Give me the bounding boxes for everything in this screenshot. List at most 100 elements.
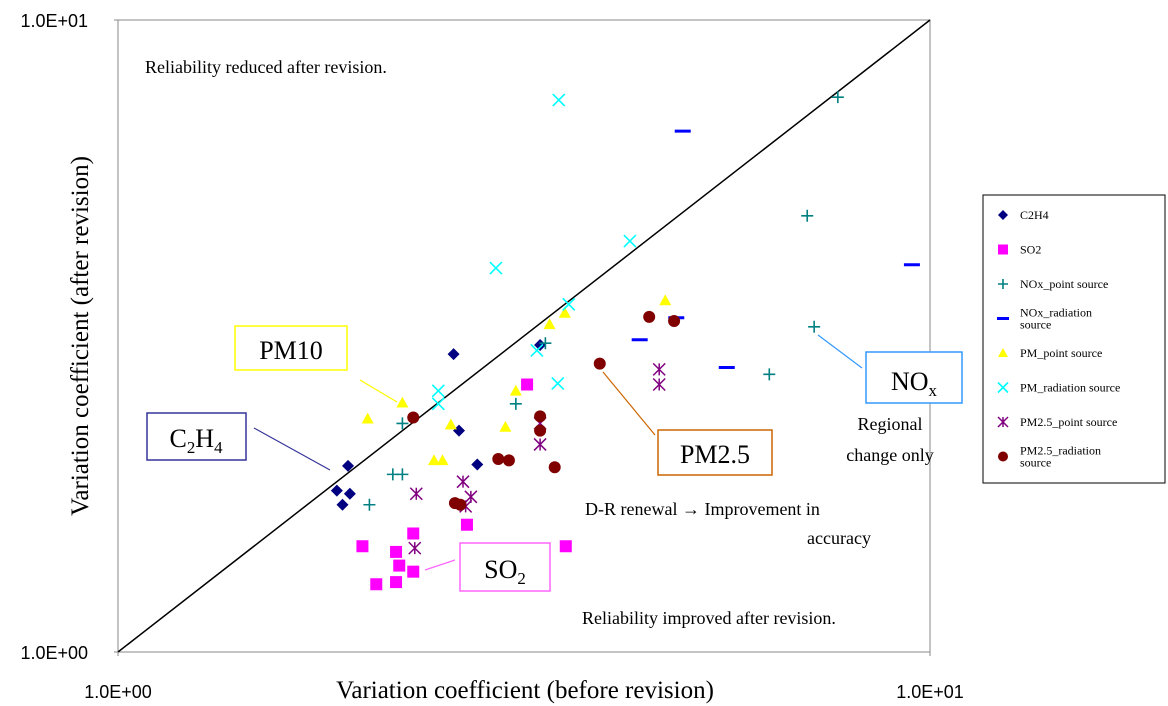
marker-square — [998, 244, 1008, 255]
marker-plus — [808, 320, 821, 333]
marker-plus — [998, 279, 1008, 289]
marker-star — [652, 377, 666, 392]
marker-diamond — [342, 459, 355, 472]
marker-circle — [668, 314, 681, 327]
annotation: PM2.5 — [680, 440, 750, 469]
marker-x — [431, 384, 445, 398]
annotation-part: PM10 — [259, 336, 323, 365]
annotation: PM10 — [259, 336, 323, 365]
annotation-part: Regional — [858, 414, 923, 434]
marker-plus — [763, 368, 776, 381]
annotation-box — [146, 412, 247, 461]
marker-circle — [492, 453, 505, 466]
marker-circle — [534, 424, 547, 437]
annotation-part: accuracy — [807, 528, 871, 548]
marker-circle — [502, 454, 515, 467]
annotation-part: NO — [891, 367, 929, 396]
annotation: NOx — [891, 367, 938, 400]
marker-triangle — [659, 294, 672, 306]
legend-label: PM_point source — [1020, 346, 1102, 360]
legend-label: PM2.5_point source — [1020, 415, 1117, 429]
legend-label: SO2 — [1020, 243, 1041, 257]
annotation-pointer — [602, 371, 656, 436]
legend-label: PM2.5_radiation source — [1020, 444, 1101, 470]
annotation: change only — [846, 445, 933, 465]
marker-x — [623, 234, 637, 248]
annotation: C2H4 — [169, 424, 223, 457]
marker-x — [562, 297, 576, 311]
annotation-part: Reliability reduced after revision. — [145, 57, 387, 77]
legend-box — [982, 194, 1166, 484]
marker-x — [551, 376, 565, 391]
marker-diamond — [447, 348, 460, 361]
marker-star — [997, 416, 1009, 428]
marker-plus — [363, 498, 376, 511]
marker-triangle — [428, 454, 441, 466]
marker-circle — [454, 498, 467, 511]
marker-square — [460, 518, 473, 531]
marker-triangle — [558, 306, 571, 318]
marker-triangle — [444, 418, 457, 430]
marker-square — [356, 540, 369, 553]
marker-x — [530, 343, 544, 358]
annotation-part: SO — [484, 555, 517, 584]
annotation-box — [657, 429, 773, 476]
marker-diamond — [330, 484, 343, 497]
legend-label: PM_radiation source — [1020, 381, 1120, 395]
diagonal-line — [117, 19, 931, 653]
marker-circle — [998, 451, 1008, 462]
marker-diamond — [534, 339, 547, 352]
annotation-part: 2 — [517, 569, 525, 588]
annotation-pointer — [253, 427, 331, 471]
annotation-part: PM2.5 — [680, 440, 750, 469]
annotation: Reliability improved after revision. — [582, 608, 836, 628]
annotation: accuracy — [807, 528, 871, 548]
marker-circle — [534, 410, 547, 423]
marker-triangle — [436, 454, 449, 466]
marker-square — [393, 559, 406, 572]
annotation-box — [865, 351, 963, 404]
marker-square — [407, 565, 420, 578]
marker-plus — [539, 337, 552, 350]
annotation-box — [234, 325, 348, 371]
annotation-part: x — [929, 381, 938, 400]
marker-x — [489, 261, 503, 275]
marker-star — [456, 475, 470, 489]
x-tick-label: 1.0E+01 — [896, 682, 964, 702]
marker-diamond — [343, 487, 356, 500]
annotation: Regional — [858, 414, 923, 434]
marker-square — [521, 378, 534, 391]
marker-square — [370, 578, 383, 591]
annotation: SO2 — [484, 555, 526, 588]
marker-star — [408, 541, 422, 555]
marker-plus — [831, 91, 844, 104]
marker-x — [997, 381, 1009, 394]
x-axis-label: Variation coefficient (before revision) — [336, 677, 714, 704]
marker-plus — [801, 209, 814, 222]
marker-star — [409, 487, 423, 501]
marker-diamond — [453, 424, 466, 437]
y-tick-label: 1.0E+01 — [20, 11, 88, 31]
marker-diamond — [471, 458, 484, 471]
marker-x — [552, 93, 566, 107]
marker-plus — [396, 468, 409, 481]
annotation-part: Reliability improved after revision. — [582, 608, 836, 628]
marker-triangle — [543, 318, 556, 330]
y-tick-label: 1.0E+00 — [20, 643, 88, 663]
marker-triangle — [499, 420, 512, 432]
annotation-pointer — [817, 334, 863, 369]
annotation: Reliability reduced after revision. — [145, 57, 387, 77]
marker-triangle — [361, 412, 374, 424]
marker-square — [407, 527, 420, 540]
marker-square — [390, 545, 403, 558]
marker-circle — [643, 310, 656, 323]
marker-triangle — [396, 396, 409, 408]
annotation-part: C — [169, 424, 186, 453]
legend-label: NOx_radiation source — [1020, 306, 1092, 332]
legend-label: C2H4 — [1020, 208, 1049, 222]
annotation-pointer — [359, 379, 398, 403]
marker-circle — [407, 411, 420, 424]
x-tick-label: 1.0E+00 — [84, 682, 152, 702]
annotation-part: 2 — [187, 438, 195, 457]
